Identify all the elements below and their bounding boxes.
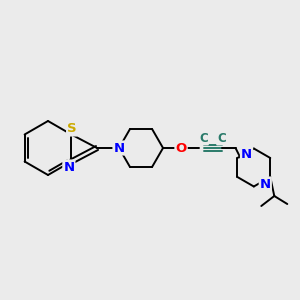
- Text: O: O: [176, 142, 187, 154]
- Text: N: N: [241, 148, 252, 160]
- Text: N: N: [113, 142, 124, 154]
- Text: N: N: [63, 160, 74, 173]
- Text: N: N: [260, 178, 271, 190]
- Text: C: C: [199, 131, 208, 145]
- Text: C: C: [217, 131, 226, 145]
- Text: S: S: [67, 122, 77, 136]
